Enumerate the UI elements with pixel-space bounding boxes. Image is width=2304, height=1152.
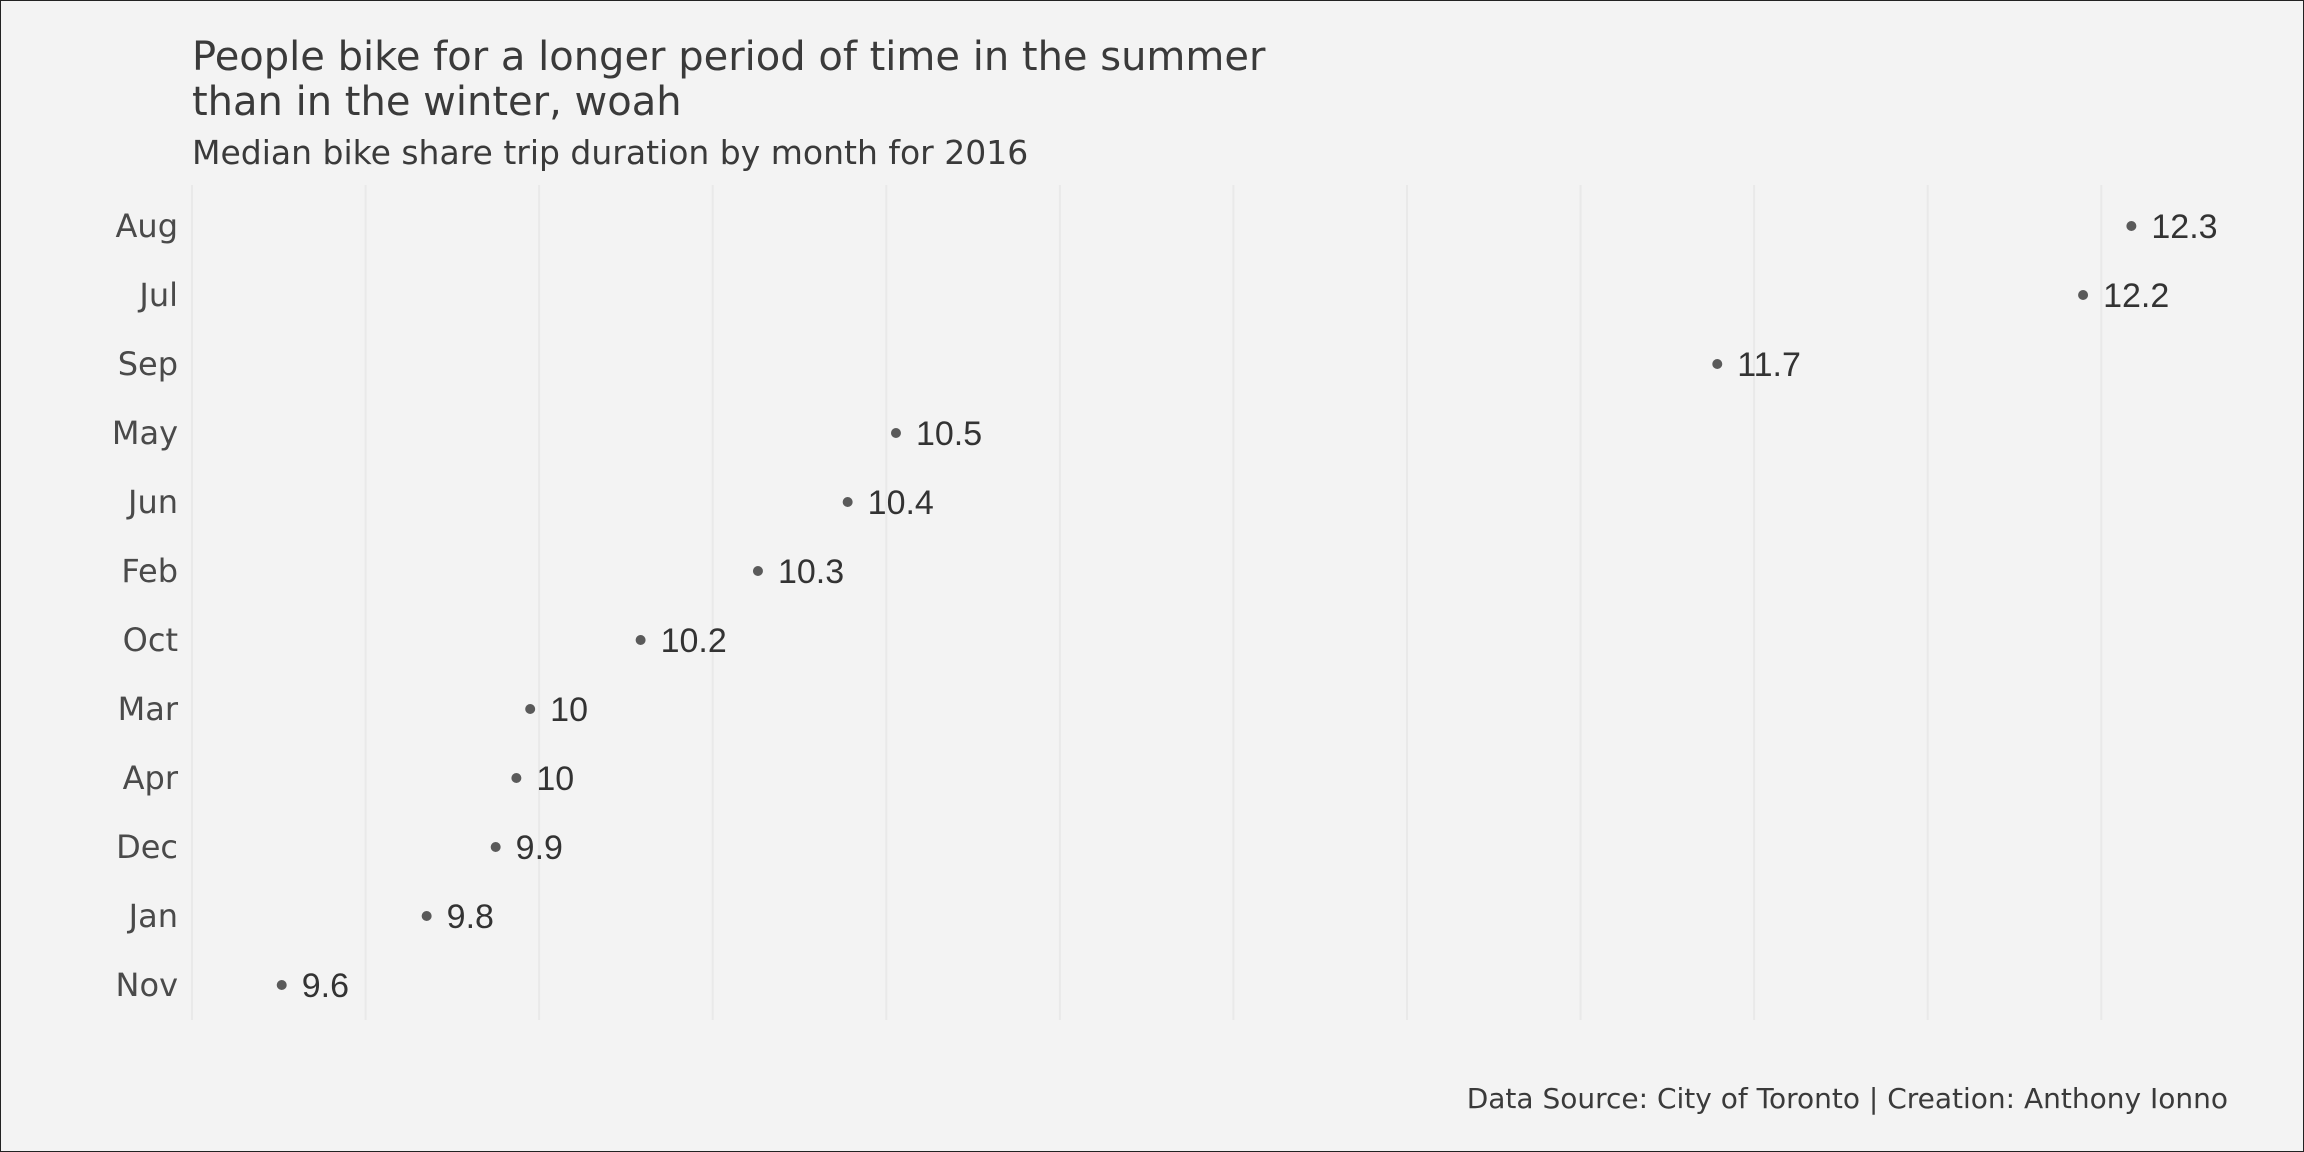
y-tick-label: Aug bbox=[116, 207, 178, 245]
chart-caption: Data Source: City of Toronto | Creation:… bbox=[1467, 1082, 2228, 1115]
y-axis-ticks: Aug Jul Sep May Jun Feb Oct Mar Apr Dec Jan Nov bbox=[112, 207, 179, 1004]
y-tick-label: Sep bbox=[118, 345, 178, 383]
data-label: 10 bbox=[536, 760, 574, 798]
data-point bbox=[2078, 290, 2089, 300]
data-point bbox=[842, 497, 853, 507]
data-label: 9.6 bbox=[302, 967, 349, 1005]
chart-title-line-1: People bike for a longer period of time … bbox=[192, 34, 1266, 80]
data-label: 9.9 bbox=[516, 829, 563, 867]
data-label: 10.2 bbox=[661, 622, 727, 660]
data-label: 10 bbox=[550, 691, 588, 729]
data-point bbox=[421, 911, 432, 921]
data-point bbox=[511, 773, 522, 783]
gridlines bbox=[191, 185, 2103, 1020]
y-tick-label: Jan bbox=[127, 897, 178, 935]
y-tick-label: May bbox=[112, 414, 178, 452]
chart-title-line-2: than in the winter, woah bbox=[192, 79, 682, 125]
data-point bbox=[525, 704, 536, 714]
data-points bbox=[276, 221, 2137, 990]
data-point bbox=[1712, 359, 1723, 369]
y-tick-label: Dec bbox=[116, 828, 178, 866]
y-tick-label: Apr bbox=[123, 759, 179, 797]
data-label: 11.7 bbox=[1737, 346, 1801, 384]
y-tick-label: Nov bbox=[116, 966, 178, 1004]
data-point bbox=[2126, 221, 2137, 231]
data-label: 12.2 bbox=[2103, 277, 2169, 315]
data-labels: 12.3 12.2 11.7 10.5 10.4 10.3 10.2 10 10 9.9 9.8 9.… bbox=[302, 208, 2218, 1005]
data-label: 10.3 bbox=[778, 553, 844, 591]
data-label: 9.8 bbox=[447, 898, 494, 936]
data-point bbox=[890, 428, 901, 438]
data-point bbox=[276, 980, 287, 990]
chart-subtitle: Median bike share trip duration by month… bbox=[192, 133, 1028, 172]
y-tick-label: Mar bbox=[118, 690, 179, 728]
y-tick-label: Jun bbox=[126, 483, 178, 521]
data-point bbox=[752, 566, 763, 576]
data-point bbox=[635, 635, 646, 645]
data-label: 10.4 bbox=[868, 484, 934, 522]
data-label: 12.3 bbox=[2151, 208, 2217, 246]
y-tick-label: Jul bbox=[137, 276, 178, 314]
y-tick-label: Feb bbox=[121, 552, 178, 590]
y-tick-label: Oct bbox=[123, 621, 178, 659]
data-label: 10.5 bbox=[916, 415, 982, 453]
data-point bbox=[490, 842, 501, 852]
